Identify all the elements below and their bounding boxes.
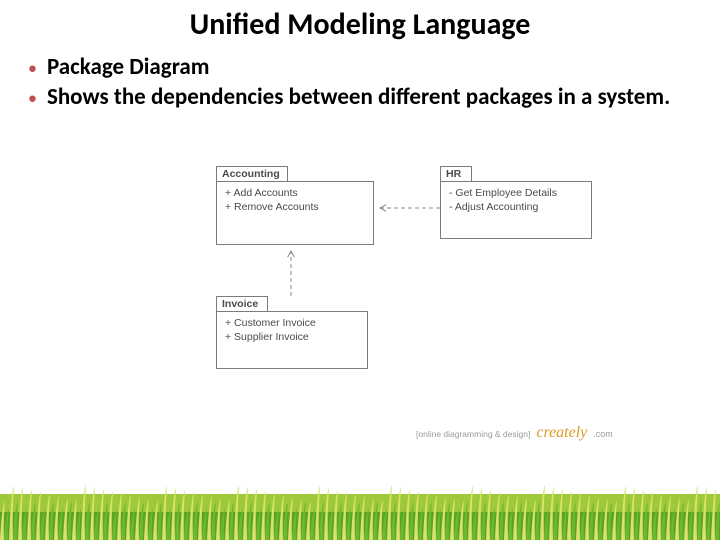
package-item: + Remove Accounts — [225, 200, 365, 214]
package-body: + Customer Invoice + Supplier Invoice — [216, 311, 368, 369]
bullet-item: • Package Diagram — [28, 54, 692, 82]
package-item: + Customer Invoice — [225, 316, 359, 330]
slide-root: Unified Modeling Language • Package Diag… — [0, 0, 720, 540]
package-item: - Get Employee Details — [449, 186, 583, 200]
package-body: + Add Accounts + Remove Accounts — [216, 181, 374, 245]
bullet-dot-icon: • — [28, 84, 37, 112]
package-body: - Get Employee Details - Adjust Accounti… — [440, 181, 592, 239]
bullet-dot-icon: • — [28, 54, 37, 82]
package-tab: Accounting — [216, 166, 288, 182]
package-item: + Supplier Invoice — [225, 330, 359, 344]
grass-footer-decoration — [0, 448, 720, 540]
package-diagram: Accounting + Add Accounts + Remove Accou… — [186, 166, 596, 416]
bullet-text: Shows the dependencies between different… — [47, 84, 670, 111]
bullet-text: Package Diagram — [47, 54, 209, 81]
bullet-item: • Shows the dependencies between differe… — [28, 84, 692, 112]
attribution: [online diagramming & design] creately .… — [416, 424, 613, 442]
attribution-text: [online diagramming & design] — [416, 429, 530, 439]
package-tab: Invoice — [216, 296, 268, 312]
package-item: + Add Accounts — [225, 186, 365, 200]
package-tab: HR — [440, 166, 472, 182]
dependency-arrow-invoice-to-accounting — [283, 243, 299, 304]
bullet-list: • Package Diagram • Shows the dependenci… — [28, 54, 692, 114]
dependency-arrow-hr-to-accounting — [372, 200, 448, 216]
attribution-dotcom: .com — [593, 429, 613, 439]
package-item: - Adjust Accounting — [449, 200, 583, 214]
page-title: Unified Modeling Language — [0, 6, 720, 43]
creately-logo: creately — [536, 424, 587, 442]
